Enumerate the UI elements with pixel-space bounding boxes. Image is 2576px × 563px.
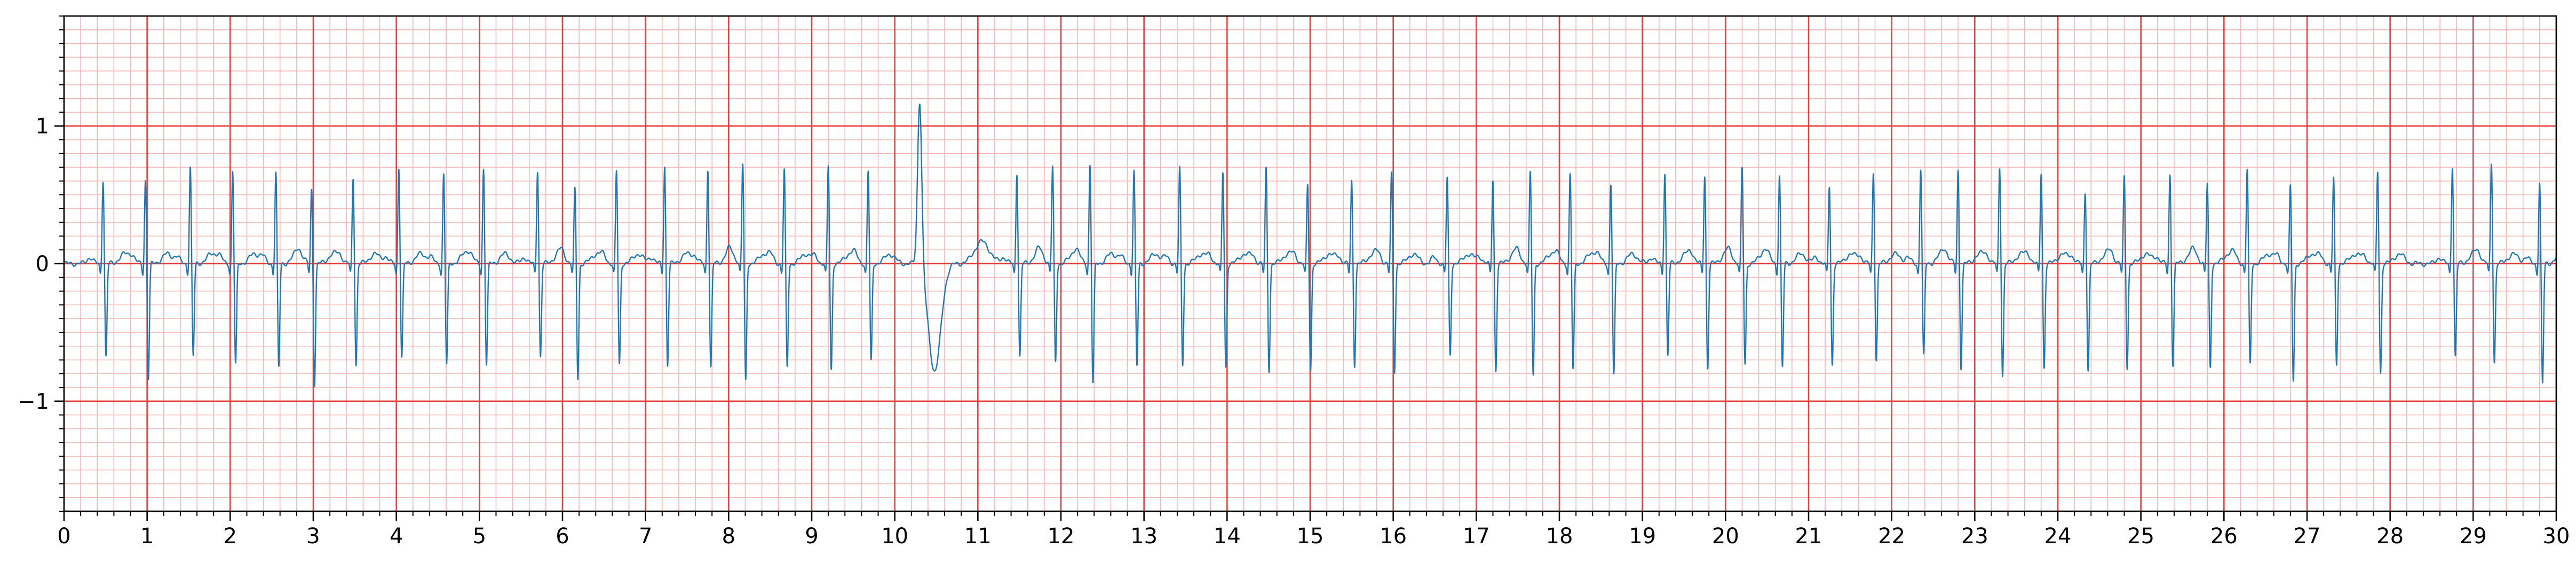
- x-tick-label: 20: [1712, 524, 1739, 549]
- x-axis-ticks: 0 1 2 3 4 5 6 7 8 9 10 11 12 13 14 15 16 17 18 19 20 21 22 23 24…: [57, 511, 2570, 549]
- x-tick-label: 14: [1214, 524, 1241, 549]
- x-tick-label: 23: [1961, 524, 1988, 549]
- y-tick-label: 0: [36, 252, 49, 276]
- x-tick-label: 13: [1130, 524, 1158, 549]
- x-tick-label: 28: [2376, 524, 2404, 549]
- x-tick-label: 15: [1297, 524, 1324, 549]
- x-tick-label: 24: [2044, 524, 2072, 549]
- x-tick-label: 11: [964, 524, 992, 549]
- x-tick-label: 9: [805, 524, 818, 549]
- x-tick-label: 16: [1380, 524, 1407, 549]
- x-tick-label: 7: [639, 524, 652, 549]
- x-tick-label: 2: [224, 524, 237, 549]
- x-tick-label: 8: [722, 524, 735, 549]
- y-tick-label: −1: [18, 390, 49, 414]
- y-axis-ticks: −1 0 1: [18, 15, 64, 512]
- x-tick-label: 18: [1546, 524, 1573, 549]
- x-tick-label: 25: [2127, 524, 2154, 549]
- x-tick-label: 22: [1878, 524, 1905, 549]
- x-tick-label: 6: [556, 524, 569, 549]
- x-tick-label: 29: [2460, 524, 2487, 549]
- x-tick-label: 27: [2294, 524, 2321, 549]
- x-tick-label: 3: [306, 524, 320, 549]
- x-tick-label: 4: [390, 524, 403, 549]
- x-tick-label: 12: [1048, 524, 1075, 549]
- x-tick-label: 17: [1463, 524, 1490, 549]
- x-tick-label: 0: [57, 524, 70, 549]
- major-grid: [63, 16, 2557, 511]
- y-tick-label: 1: [36, 114, 49, 139]
- x-tick-label: 30: [2543, 524, 2570, 549]
- x-tick-label: 26: [2210, 524, 2238, 549]
- x-tick-label: 19: [1629, 524, 1656, 549]
- ecg-trace-line: [63, 104, 2557, 387]
- x-tick-label: 10: [881, 524, 908, 549]
- x-tick-label: 21: [1795, 524, 1822, 549]
- x-tick-label: 1: [140, 524, 154, 549]
- x-tick-label: 5: [473, 524, 486, 549]
- ecg-trace-group: [63, 104, 2557, 387]
